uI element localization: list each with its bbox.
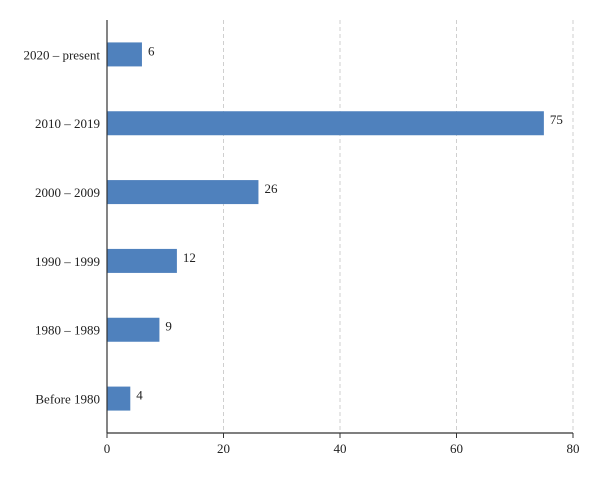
bar [107,111,544,136]
bar [107,248,177,273]
category-label: 2000 – 2009 [35,185,100,200]
category-label: 1980 – 1989 [35,323,100,338]
category-label: Before 1980 [35,392,100,407]
bars [107,42,544,411]
x-tick-label: 80 [567,441,580,456]
axes [106,20,574,438]
bar [107,317,160,342]
data-label: 4 [136,388,143,403]
bar [107,42,142,67]
x-tick-label: 60 [450,441,463,456]
grid-lines [223,20,574,433]
bar [107,180,259,205]
x-tick-label: 40 [334,441,347,456]
x-tick-label: 0 [104,441,111,456]
bar [107,386,131,411]
category-label: 1990 – 1999 [35,254,100,269]
data-label: 6 [148,43,155,58]
data-label: 26 [264,181,278,196]
category-label: 2020 – present [23,47,100,62]
labels: 6 2020 – present 75 2010 – 2019 26 2000 – 200… [23,43,579,456]
x-tick-label: 20 [217,441,230,456]
data-label: 75 [550,112,563,127]
category-label: 2010 – 2019 [35,116,100,131]
data-label: 12 [183,250,196,265]
data-label: 9 [165,319,172,334]
